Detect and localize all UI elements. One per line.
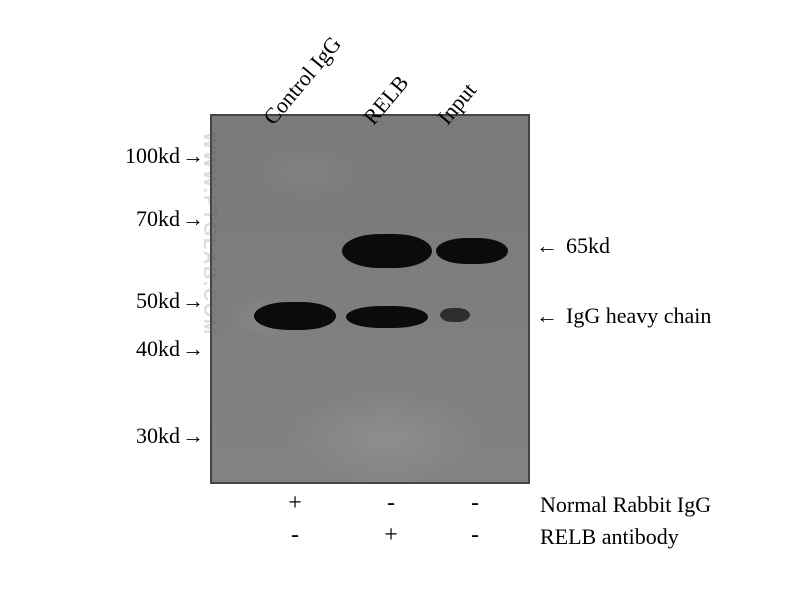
mw-label-30kd: 30kd bbox=[110, 423, 180, 449]
right-label-65kd: 65kd bbox=[566, 233, 610, 259]
cond-r1-c1: + bbox=[376, 522, 406, 549]
cond-r1-c0: - bbox=[280, 522, 310, 549]
band-relb-igg-heavy bbox=[346, 306, 428, 328]
band-control-igg-heavy bbox=[254, 302, 336, 330]
cond-r0-c1: - bbox=[376, 490, 406, 517]
right-label-igg-heavy: IgG heavy chain bbox=[566, 303, 711, 329]
mw-arrow-100kd: → bbox=[182, 143, 204, 169]
cond-label-r1: RELB antibody bbox=[540, 524, 679, 550]
right-arrow-65kd: ← bbox=[536, 233, 558, 259]
cond-r1-c2: - bbox=[460, 522, 490, 549]
blot-panel: WWW.PTGLAB.COM bbox=[210, 114, 530, 484]
band-input-igg-heavy bbox=[440, 308, 470, 322]
mw-label-50kd: 50kd bbox=[110, 288, 180, 314]
mw-label-40kd: 40kd bbox=[110, 336, 180, 362]
mw-arrow-50kd: → bbox=[182, 288, 204, 314]
cond-label-r0: Normal Rabbit IgG bbox=[540, 492, 711, 518]
mw-arrow-70kd: → bbox=[182, 206, 204, 232]
mw-label-70kd: 70kd bbox=[110, 206, 180, 232]
band-relb-65kd bbox=[342, 234, 432, 268]
mw-arrow-30kd: → bbox=[182, 423, 204, 449]
mw-arrow-40kd: → bbox=[182, 336, 204, 362]
blot-texture bbox=[212, 116, 528, 482]
mw-label-100kd: 100kd bbox=[110, 143, 180, 169]
cond-r0-c2: - bbox=[460, 490, 490, 517]
band-input-65kd bbox=[436, 238, 508, 264]
cond-r0-c0: + bbox=[280, 490, 310, 517]
right-arrow-igg-heavy: ← bbox=[536, 303, 558, 329]
figure-container: WWW.PTGLAB.COM Control IgG RELB Input 10… bbox=[0, 0, 800, 600]
